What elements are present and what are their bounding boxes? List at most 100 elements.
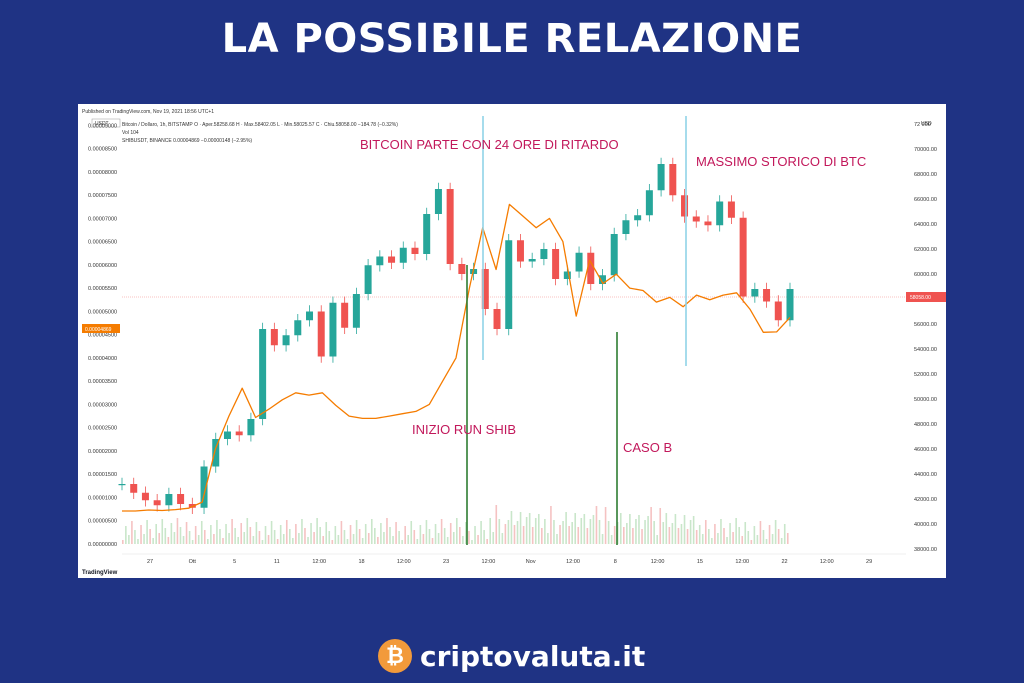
volume-bar — [468, 531, 470, 544]
btc-candle — [294, 320, 302, 336]
volume-bar — [583, 514, 586, 544]
btc-candle — [341, 302, 349, 328]
volume-bar — [550, 506, 552, 544]
volume-bar — [544, 519, 546, 544]
volume-bar — [462, 536, 464, 544]
volume-bar — [276, 539, 279, 544]
volume-bar — [492, 532, 495, 544]
current-shib-tag — [82, 324, 120, 333]
volume-bar — [771, 534, 774, 544]
btc-candle — [739, 217, 747, 297]
left-axis-tick: 0.00008500 — [88, 147, 117, 153]
left-axis-tick: 0.00007500 — [88, 193, 117, 199]
volume-bar — [349, 525, 352, 544]
volume-bar — [650, 507, 652, 544]
volume-bar — [592, 515, 595, 544]
volume-bar — [744, 522, 747, 544]
volume-bar — [626, 523, 628, 544]
right-currency-label: USD — [921, 121, 932, 127]
btc-candle — [188, 504, 196, 508]
volume-bar — [586, 528, 589, 544]
volume-bar — [647, 516, 649, 544]
tradingview-chart[interactable]: Published on TradingView.com, Nov 19, 20… — [78, 104, 946, 578]
volume-bar — [619, 513, 622, 544]
volume-bar — [255, 522, 258, 544]
volume-bar — [750, 540, 753, 544]
volume-bar — [483, 530, 485, 544]
volume-bar — [337, 535, 340, 544]
right-axis-tick: 38000.00 — [914, 547, 937, 553]
volume-bar — [489, 518, 491, 544]
btc-candle — [786, 289, 794, 321]
btc-candle — [130, 484, 138, 493]
right-axis-tick: 60000.00 — [914, 272, 937, 278]
left-axis-tick: 0.00003500 — [88, 379, 117, 385]
btc-candle — [458, 264, 466, 274]
volume-bar — [386, 518, 388, 544]
volume-bar — [726, 537, 728, 544]
left-axis-tick: 0.00004000 — [88, 356, 117, 362]
volume-bar — [437, 533, 440, 544]
volume-bar — [513, 525, 516, 544]
volume-bar — [677, 528, 680, 544]
volume-bar — [519, 512, 522, 544]
volume-bar — [176, 518, 179, 544]
volume-bar — [282, 534, 285, 544]
current-price-value: 58058.00 — [910, 295, 931, 301]
volume-bar — [604, 507, 607, 544]
volume-bar — [528, 513, 531, 544]
volume-bar — [161, 519, 164, 544]
volume-bar — [158, 533, 161, 544]
volume-bar — [708, 529, 710, 544]
left-axis-tick: 0.00006500 — [88, 240, 117, 246]
volume-bar — [370, 519, 373, 544]
volume-bar — [601, 534, 604, 544]
btc-candle — [434, 189, 442, 214]
volume-bar — [301, 519, 303, 544]
volume-bar — [261, 540, 264, 544]
brand-footer: ₿ criptovaluta.it — [378, 636, 645, 676]
volume-bar — [392, 536, 394, 544]
volume-bar — [459, 527, 461, 544]
volume-bar — [553, 520, 555, 544]
btc-candle — [223, 431, 231, 439]
time-axis-tick: 18 — [358, 559, 364, 565]
volume-bar — [486, 539, 488, 544]
left-axis-tick: 0.00004500 — [88, 333, 117, 339]
btc-candle — [141, 492, 149, 501]
volume-bar — [182, 536, 185, 544]
btc-candle — [306, 311, 314, 321]
volume-bar — [258, 531, 261, 544]
volume-bar — [498, 519, 501, 544]
volume-bar — [304, 528, 306, 544]
volume-bar — [343, 530, 346, 544]
volume-bar — [623, 527, 625, 544]
btc-candle — [177, 494, 185, 504]
volume-bar — [191, 540, 194, 544]
btc-candle — [200, 466, 208, 508]
left-currency-box[interactable] — [91, 118, 121, 128]
btc-candle — [540, 249, 548, 259]
btc-candle — [774, 301, 782, 321]
left-axis-tick: 0.00007000 — [88, 216, 117, 222]
time-axis-tick: 12:00 — [735, 559, 749, 565]
btc-candle — [645, 190, 653, 216]
volume-bar — [389, 527, 391, 544]
volume-bar — [395, 522, 397, 544]
volume-bar — [167, 537, 170, 544]
volume-bar — [237, 537, 239, 544]
left-axis-tick: 0.00009000 — [88, 123, 117, 129]
annotation-bitcoin-delay: BITCOIN PARTE CON 24 ORE DI RITARDO — [360, 137, 619, 152]
volume-bars — [122, 505, 789, 544]
left-axis-tick: 0.00005000 — [88, 309, 117, 315]
btc-candle — [727, 201, 735, 218]
volume-bar — [374, 528, 376, 544]
volume-bar — [732, 532, 734, 544]
volume-bar — [701, 534, 704, 544]
volume-bar — [443, 528, 446, 544]
right-axis-tick: 46000.00 — [914, 447, 937, 453]
volume-bar — [383, 532, 385, 544]
time-axis-tick: Ott — [189, 559, 197, 565]
left-axis-tick: 0.00005500 — [88, 286, 117, 292]
volume-bar — [170, 523, 173, 544]
